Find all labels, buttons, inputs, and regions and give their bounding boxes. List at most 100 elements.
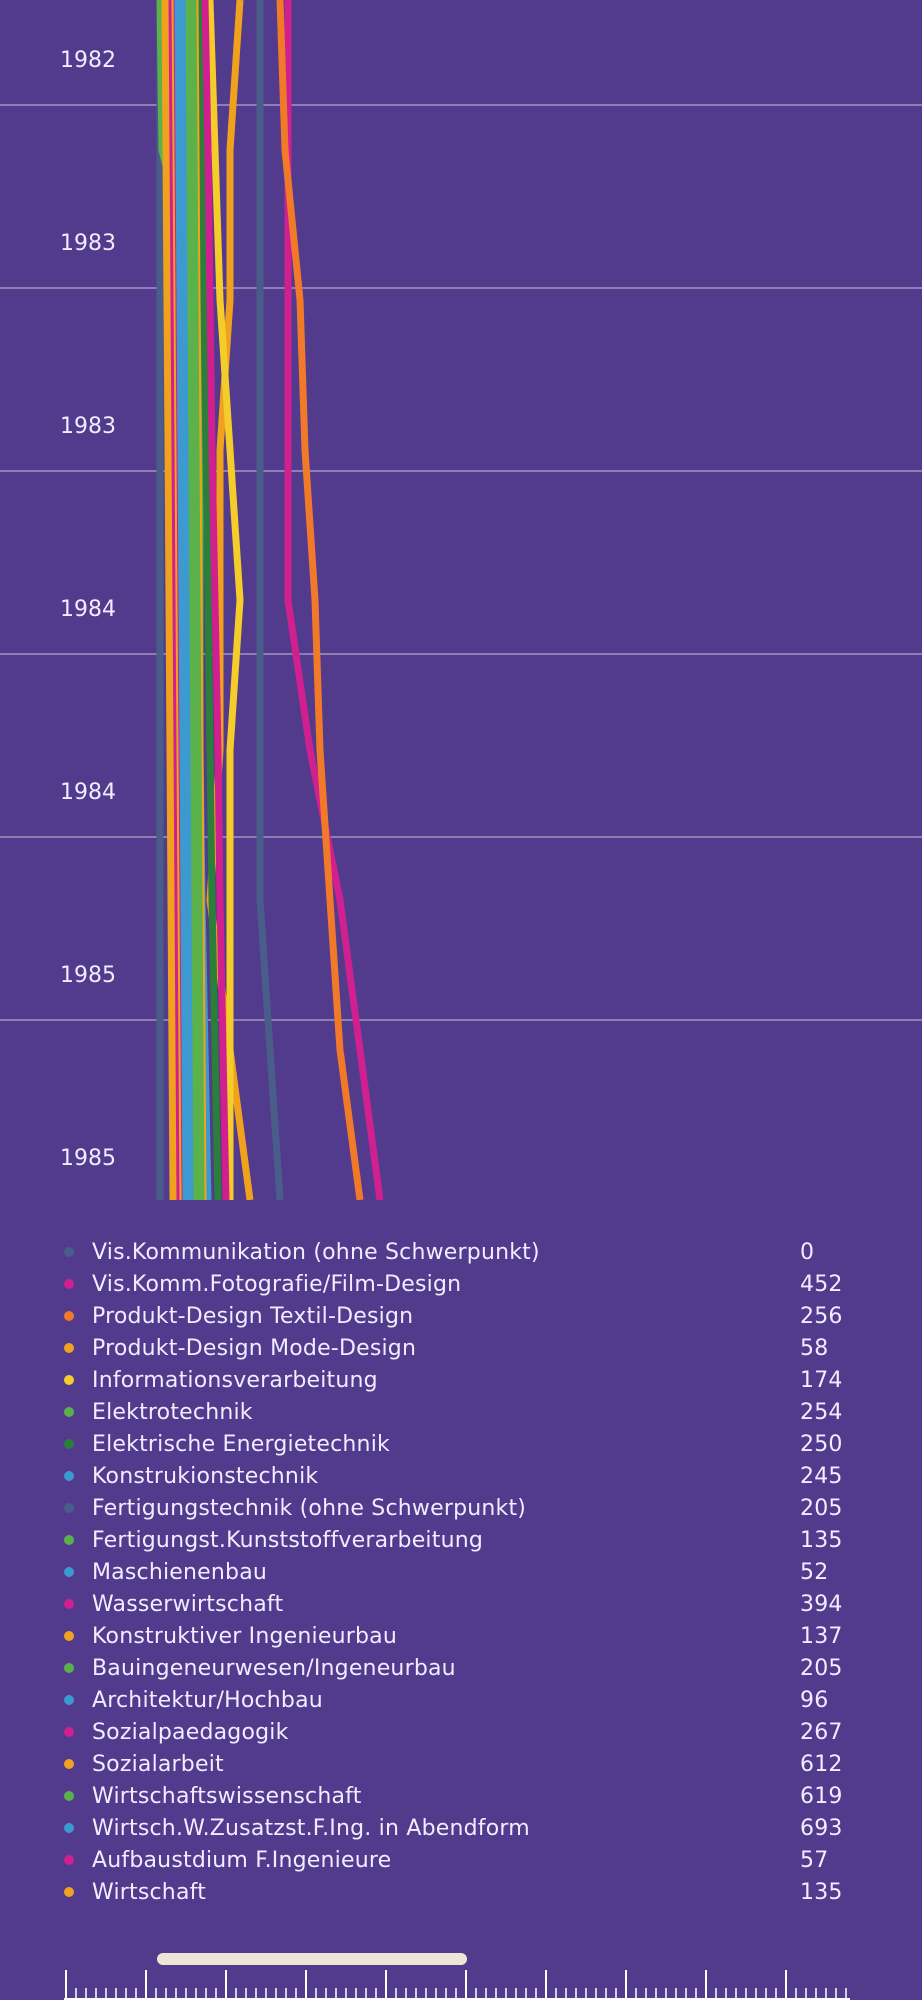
legend-label: Bauingeneurwesen/Ingeneurbau bbox=[92, 1655, 456, 1681]
legend-swatch bbox=[64, 1311, 74, 1321]
series-line bbox=[196, 0, 222, 1200]
legend-label: Maschienenbau bbox=[92, 1559, 268, 1585]
legend-label: Vis.Komm.Fotografie/Film-Design bbox=[92, 1271, 462, 1297]
legend-swatch bbox=[64, 1343, 74, 1353]
line-chart: 1982 1983 1983 1984 1984 1985 1985 bbox=[0, 0, 922, 1200]
legend-label: Sozialarbeit bbox=[92, 1751, 224, 1777]
legend-swatch bbox=[64, 1279, 74, 1289]
legend-label: Wirtschaftswissenschaft bbox=[92, 1783, 362, 1809]
legend-value: 254 bbox=[800, 1399, 843, 1425]
legend-swatch bbox=[64, 1535, 74, 1545]
legend-item: Elektrische Energietechnik 250 bbox=[60, 1428, 860, 1460]
y-tick-label: 1984 bbox=[60, 597, 116, 622]
legend-item: Konstruktiver Ingenieurbau 137 bbox=[60, 1620, 860, 1652]
legend-swatch bbox=[64, 1759, 74, 1769]
legend-value: 612 bbox=[800, 1751, 843, 1777]
legend-label: Produkt-Design Mode-Design bbox=[92, 1335, 417, 1361]
legend-swatch bbox=[64, 1471, 74, 1481]
legend-swatch bbox=[64, 1823, 74, 1833]
legend-label: Elektrotechnik bbox=[92, 1399, 253, 1425]
legend-item: Wasserwirtschaft 394 bbox=[60, 1588, 860, 1620]
legend-swatch bbox=[64, 1855, 74, 1865]
legend-value: 245 bbox=[800, 1463, 843, 1489]
legend-item: Wirtsch.W.Zusatzst.F.Ing. in Abendform 69… bbox=[60, 1812, 860, 1844]
legend-item: Bauingeneurwesen/Ingeneurbau 205 bbox=[60, 1652, 860, 1684]
legend-item: Informationsverarbeitung 174 bbox=[60, 1364, 860, 1396]
legend-value: 137 bbox=[800, 1623, 843, 1649]
legend-value: 135 bbox=[800, 1527, 843, 1553]
series-line bbox=[170, 0, 186, 1200]
time-scrubber[interactable] bbox=[0, 1940, 922, 2000]
scrubber-handle[interactable] bbox=[157, 1953, 467, 1965]
legend-item: Vis.Komm.Fotografie/Film-Design 452 bbox=[60, 1268, 860, 1300]
legend-value: 619 bbox=[800, 1783, 843, 1809]
legend-label: Fertigungst.Kunststoffverarbeitung bbox=[92, 1527, 484, 1553]
legend-label: Aufbaustdium F.Ingenieure bbox=[92, 1847, 392, 1873]
legend-swatch bbox=[64, 1407, 74, 1417]
legend-label: Vis.Kommunikation (ohne Schwerpunkt) bbox=[92, 1239, 540, 1265]
legend-item: Produkt-Design Textil-Design 256 bbox=[60, 1300, 860, 1332]
legend-label: Wirtsch.W.Zusatzst.F.Ing. in Abendform bbox=[92, 1815, 530, 1841]
legend-item: Produkt-Design Mode-Design 58 bbox=[60, 1332, 860, 1364]
legend-swatch bbox=[64, 1247, 74, 1257]
legend-swatch bbox=[64, 1599, 74, 1609]
legend-label: Produkt-Design Textil-Design bbox=[92, 1303, 414, 1329]
y-tick-label: 1985 bbox=[60, 1146, 116, 1171]
legend-label: Architektur/Hochbau bbox=[92, 1687, 323, 1713]
legend-item: Sozialpaedagogik 267 bbox=[60, 1716, 860, 1748]
legend-item: Sozialarbeit 612 bbox=[60, 1748, 860, 1780]
legend-value: 52 bbox=[800, 1559, 829, 1585]
legend-item: Elektrotechnik 254 bbox=[60, 1396, 860, 1428]
legend-value: 693 bbox=[800, 1815, 843, 1841]
legend-swatch bbox=[64, 1375, 74, 1385]
legend-item: Wirtschaftswissenschaft 619 bbox=[60, 1780, 860, 1812]
legend-item: Fertigungstechnik (ohne Schwerpunkt) 205 bbox=[60, 1492, 860, 1524]
series-line bbox=[178, 0, 194, 1200]
legend: Vis.Kommunikation (ohne Schwerpunkt) 0 Vis… bbox=[60, 1236, 860, 1908]
y-tick-label: 1982 bbox=[60, 48, 116, 73]
series-line bbox=[201, 0, 230, 1200]
legend-value: 256 bbox=[800, 1303, 843, 1329]
legend-value: 205 bbox=[800, 1495, 843, 1521]
series-line bbox=[206, 0, 244, 1200]
scrubber-ticks bbox=[64, 1970, 850, 2000]
legend-item: Wirtschaft 135 bbox=[60, 1876, 860, 1908]
legend-item: Maschienenbau 52 bbox=[60, 1556, 860, 1588]
series-line bbox=[174, 0, 190, 1200]
legend-value: 267 bbox=[800, 1719, 843, 1745]
legend-label: Konstrukionstechnik bbox=[92, 1463, 319, 1489]
legend-value: 57 bbox=[800, 1847, 829, 1873]
legend-swatch bbox=[64, 1727, 74, 1737]
y-tick-label: 1984 bbox=[60, 780, 116, 805]
y-tick-label: 1983 bbox=[60, 231, 116, 256]
y-tick-label: 1985 bbox=[60, 963, 116, 988]
series-line bbox=[256, 0, 284, 1200]
series-line bbox=[161, 0, 177, 1200]
series-line bbox=[189, 0, 205, 1200]
legend-value: 174 bbox=[800, 1367, 843, 1393]
series-line bbox=[184, 0, 200, 1200]
legend-value: 58 bbox=[800, 1335, 829, 1361]
legend-swatch bbox=[64, 1695, 74, 1705]
legend-item: Fertigungst.Kunststoffverarbeitung 135 bbox=[60, 1524, 860, 1556]
legend-value: 135 bbox=[800, 1879, 843, 1905]
legend-item: Vis.Kommunikation (ohne Schwerpunkt) 0 bbox=[60, 1236, 860, 1268]
legend-label: Wirtschaft bbox=[92, 1879, 207, 1905]
legend-swatch bbox=[64, 1503, 74, 1513]
legend-label: Elektrische Energietechnik bbox=[92, 1431, 390, 1457]
legend-value: 205 bbox=[800, 1655, 843, 1681]
legend-label: Sozialpaedagogik bbox=[92, 1719, 289, 1745]
legend-swatch bbox=[64, 1567, 74, 1577]
legend-label: Wasserwirtschaft bbox=[92, 1591, 284, 1617]
legend-swatch bbox=[64, 1631, 74, 1641]
legend-value: 250 bbox=[800, 1431, 843, 1457]
legend-value: 394 bbox=[800, 1591, 843, 1617]
legend-item: Konstrukionstechnik 245 bbox=[60, 1460, 860, 1492]
legend-value: 96 bbox=[800, 1687, 829, 1713]
legend-swatch bbox=[64, 1887, 74, 1897]
legend-label: Fertigungstechnik (ohne Schwerpunkt) bbox=[92, 1495, 527, 1521]
legend-item: Aufbaustdium F.Ingenieure 57 bbox=[60, 1844, 860, 1876]
legend-swatch bbox=[64, 1663, 74, 1673]
legend-value: 452 bbox=[800, 1271, 843, 1297]
legend-swatch bbox=[64, 1439, 74, 1449]
